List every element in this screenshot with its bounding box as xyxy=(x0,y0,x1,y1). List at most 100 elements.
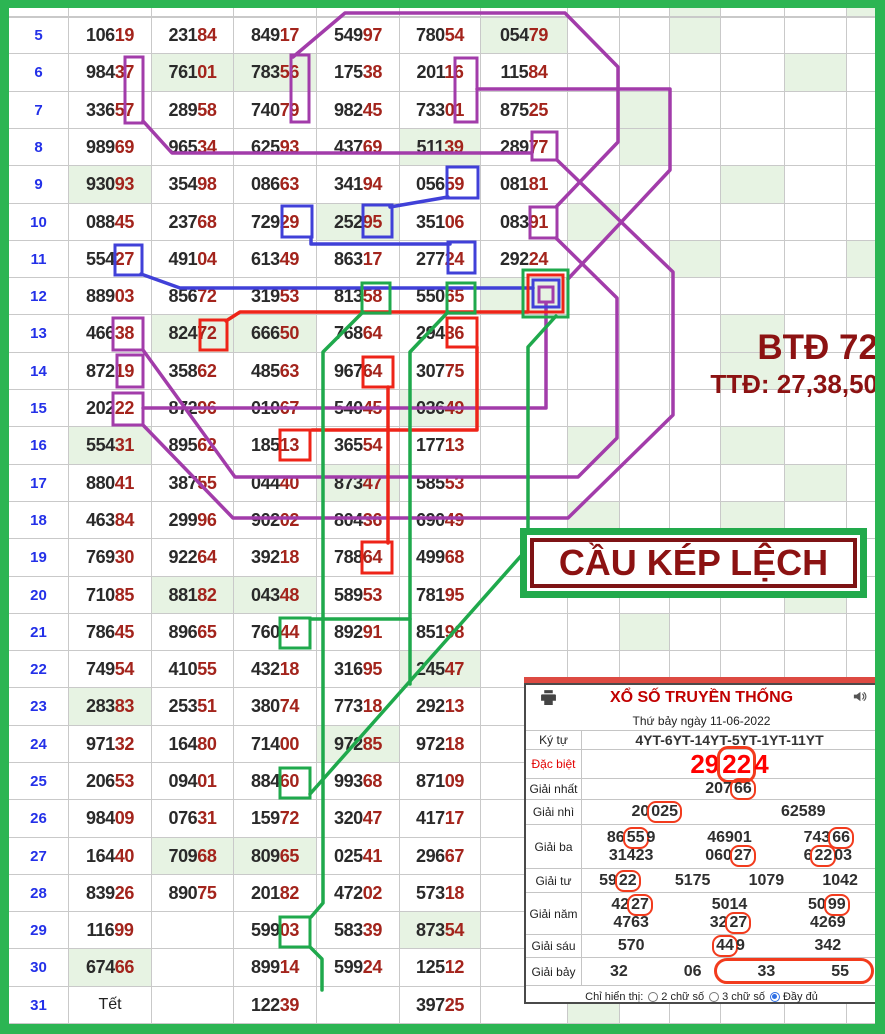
display-mode-option[interactable]: 3 chữ số xyxy=(709,991,765,1003)
speaker-icon[interactable] xyxy=(852,689,867,709)
display-mode-option[interactable]: Đầy đủ xyxy=(769,991,818,1003)
radio-icon[interactable] xyxy=(709,991,720,1002)
grid-cell xyxy=(620,465,670,502)
grid-cell: 88460 xyxy=(234,763,317,800)
digit-highlight: 44 xyxy=(712,935,738,957)
grid-cell: 15972 xyxy=(234,800,317,838)
result-number: 31695 xyxy=(333,658,383,679)
display-mode-option[interactable]: 2 chữ số xyxy=(648,991,704,1003)
grid-cell: 43218 xyxy=(234,651,317,688)
result-number: 27724 xyxy=(415,248,465,269)
result-number: 87296 xyxy=(168,397,217,418)
grid-cell xyxy=(721,390,785,427)
grid-cell: 43769 xyxy=(317,129,400,166)
grid-cell: 39725 xyxy=(400,987,481,1024)
result-number: 33657 xyxy=(85,99,135,120)
grid-cell xyxy=(568,92,620,129)
grid-cell xyxy=(721,17,785,54)
grid-cell: 76101 xyxy=(152,54,234,92)
grid-cell: 98437 xyxy=(69,54,152,92)
grid-cell xyxy=(670,166,721,204)
grid-cell: 86317 xyxy=(317,241,400,278)
grid-cell: 41717 xyxy=(400,800,481,838)
result-number: 98409 xyxy=(85,808,135,828)
radio-icon[interactable] xyxy=(769,991,780,1002)
result-number: 51139 xyxy=(416,136,464,157)
grid-cell: 87525 xyxy=(481,92,568,129)
result-number: 11699 xyxy=(86,919,134,940)
grid-cell: 46384 xyxy=(69,502,152,539)
grid-cell xyxy=(785,17,847,54)
result-number: 04440 xyxy=(250,472,300,493)
grid-cell xyxy=(847,315,876,353)
frame-border-right xyxy=(875,0,885,1034)
result-number: 05479 xyxy=(499,25,549,45)
grid-cell-partial xyxy=(620,7,670,17)
grid-cell: 20116 xyxy=(400,54,481,92)
row-number-label: 19 xyxy=(30,549,47,566)
grid-cell xyxy=(481,427,568,465)
prize-values: 86 55 9 46901 743 66 31423 060 27 6 22 03 xyxy=(582,825,877,868)
grid-cell xyxy=(721,278,785,315)
grid-cell xyxy=(847,129,876,166)
prize-value: 33 xyxy=(757,962,776,980)
result-number: 97132 xyxy=(85,733,135,754)
prize-label: Giải bảy xyxy=(526,958,582,985)
grid-cell xyxy=(670,465,721,502)
radio-icon[interactable] xyxy=(648,991,659,1002)
grid-cell xyxy=(670,353,721,390)
prize-label: Giải nhì xyxy=(526,800,582,824)
grid-cell xyxy=(620,92,670,129)
grid-cell-partial xyxy=(400,7,481,17)
row-number-label: 10 xyxy=(30,213,47,231)
result-number: 23768 xyxy=(168,211,217,232)
grid-cell xyxy=(620,54,670,92)
grid-cell: 74954 xyxy=(69,651,152,688)
row-number-label: 9 xyxy=(34,176,43,193)
grid-cell xyxy=(847,204,876,241)
grid-cell xyxy=(785,129,847,166)
grid-cell xyxy=(847,390,876,427)
results-date: Thứ bảy ngày 11-06-2022 xyxy=(632,713,771,728)
grid-cell xyxy=(721,614,785,651)
row-number-label: 29 xyxy=(30,921,47,939)
row-number: 12 xyxy=(9,278,69,315)
result-number: 78054 xyxy=(415,25,465,45)
grid-cell: 16480 xyxy=(152,726,234,763)
grid-cell xyxy=(568,315,620,353)
digit-highlight: 22 xyxy=(717,745,757,783)
prize-row: Ký tự 4YT-6YT-14YT-5YT-1YT-11YT xyxy=(526,730,877,749)
result-number: 97218 xyxy=(415,733,465,754)
grid-cell xyxy=(568,54,620,92)
result-number: 90202 xyxy=(250,509,300,530)
grid-cell xyxy=(721,241,785,278)
result-number: 98969 xyxy=(85,136,135,157)
grid-cell: 89291 xyxy=(317,614,400,651)
grid-cell xyxy=(670,54,721,92)
grid-cell xyxy=(620,241,670,278)
row-number: 19 xyxy=(9,539,69,577)
row-number: 9 xyxy=(9,166,69,204)
grid-cell: 87109 xyxy=(400,763,481,800)
grid-cell: 23184 xyxy=(152,17,234,54)
ttd-label: TTĐ: 27,38,50 xyxy=(710,368,878,399)
result-number: 78356 xyxy=(250,62,300,82)
grid-cell: 99368 xyxy=(317,763,400,800)
grid-cell: 29667 xyxy=(400,838,481,875)
row-number-label: 24 xyxy=(30,735,47,753)
prize-value: 1042 xyxy=(822,871,858,889)
grid-cell xyxy=(568,390,620,427)
grid-cell xyxy=(670,427,721,465)
radio-label: 3 chữ số xyxy=(722,990,765,1003)
result-number: 49968 xyxy=(415,547,465,567)
grid-cell: 24547 xyxy=(400,651,481,688)
printer-icon[interactable] xyxy=(540,689,557,711)
result-number: 89914 xyxy=(250,957,300,977)
result-number: 71400 xyxy=(250,733,300,754)
result-number: 31953 xyxy=(250,285,300,306)
grid-cell: 54045 xyxy=(317,390,400,427)
grid-cell xyxy=(785,427,847,465)
result-number: 54045 xyxy=(333,397,383,418)
result-number: 74079 xyxy=(250,99,300,120)
row-number-label: 21 xyxy=(30,623,47,641)
